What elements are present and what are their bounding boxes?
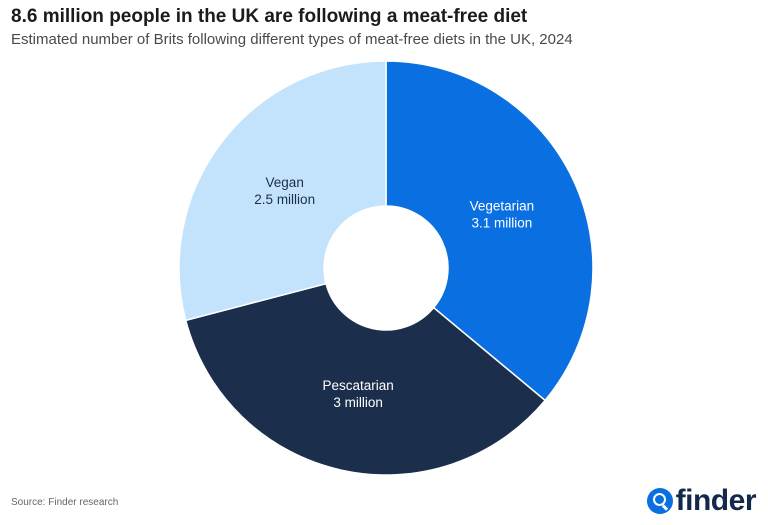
page-title: 8.6 million people in the UK are followi… <box>11 6 528 27</box>
slice-label-pescatarian: Pescatarian <box>323 378 394 393</box>
slice-value-vegetarian: 3.1 million <box>472 216 533 231</box>
search-icon <box>646 488 673 514</box>
donut-hole <box>324 206 448 330</box>
logo-text: finder <box>675 484 757 517</box>
slice-label-vegetarian: Vegetarian <box>470 199 535 214</box>
slice-label-vegan: Vegan <box>266 175 304 190</box>
page-subtitle: Estimated number of Brits following diff… <box>11 31 573 48</box>
slice-value-vegan: 2.5 million <box>254 192 315 207</box>
slice-value-pescatarian: 3 million <box>333 395 383 410</box>
source-note: Source: Finder research <box>11 497 119 508</box>
finder-logo: finder <box>646 484 757 518</box>
